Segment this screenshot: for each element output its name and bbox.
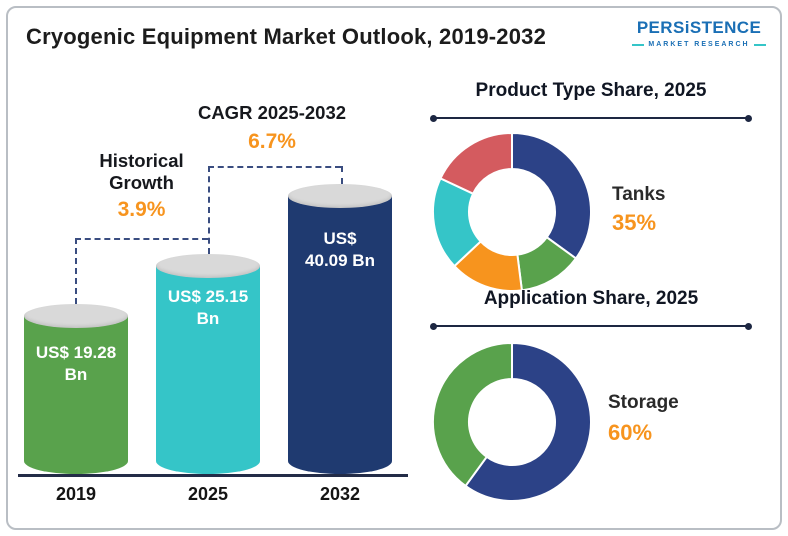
bar-value-line1: US$ [323, 229, 357, 248]
logo-rule-left [632, 43, 645, 46]
border-frame [6, 6, 782, 530]
dashed-connector [341, 166, 343, 184]
logo-wordmark: PERSiSTENCE [636, 18, 762, 37]
bar-value-line2: Bn [196, 309, 220, 329]
bar-value-line2: Bn [64, 365, 88, 385]
dashed-connector [75, 238, 208, 240]
x-tick-2019: 2019 [55, 484, 97, 504]
bar-2019: US$ 19.28 Bn [24, 304, 128, 474]
bar-2025: US$ 25.15 Bn [156, 254, 260, 474]
historical-growth-value: 3.9% [117, 198, 166, 221]
donut-segment [439, 131, 513, 196]
bar-value-line1: US$ 25.15 [167, 287, 249, 306]
storage-share-value: 60% [608, 420, 653, 445]
donut-segment-storage [464, 341, 592, 502]
bar-2032: US$ 40.09 Bn [288, 184, 392, 474]
persistence-logo: PERSiSTENCE MARKET RESEARCH [632, 18, 767, 48]
dashed-connector [208, 166, 210, 254]
logo-rule-right [753, 43, 767, 46]
cagr-label: CAGR 2025-2032 [197, 102, 347, 123]
cagr-value: 6.7% [248, 130, 296, 153]
application-share-heading: Application Share, 2025 [483, 288, 699, 309]
bar-value-2032: US$ 40.09 Bn [288, 196, 392, 272]
x-tick-2025: 2025 [187, 484, 229, 504]
cylinder-top-2032 [288, 184, 392, 208]
bar-value-line1: US$ 19.28 [35, 343, 117, 362]
bar-value-2019: US$ 19.28 Bn [24, 316, 128, 386]
x-tick-2032: 2032 [319, 484, 361, 504]
application-donut-chart [432, 341, 592, 502]
cylinder-top-2019 [24, 304, 128, 328]
dashed-connector [208, 166, 341, 168]
x-axis-baseline [18, 474, 408, 477]
storage-label: Storage [608, 392, 679, 413]
donut-segment [432, 341, 513, 488]
bar-value-2025: US$ 25.15 Bn [156, 266, 260, 330]
dashed-connector [75, 238, 77, 304]
historical-growth-label: Historical Growth [99, 150, 184, 194]
product-type-donut-chart [432, 131, 592, 292]
logo-subtitle-row: MARKET RESEARCH [632, 41, 767, 48]
donut-segment-tanks [511, 131, 592, 260]
heading-divider [430, 114, 752, 122]
logo-subtitle: MARKET RESEARCH [648, 41, 750, 48]
product-type-share-heading: Product Type Share, 2025 [475, 80, 707, 101]
heading-divider [430, 322, 752, 330]
tanks-share-value: 35% [612, 210, 657, 235]
bar-value-line2: 40.09 Bn [305, 251, 375, 271]
cylinder-top-2025 [156, 254, 260, 278]
tanks-label: Tanks [612, 184, 666, 205]
page-title: Cryogenic Equipment Market Outlook, 2019… [26, 24, 547, 49]
